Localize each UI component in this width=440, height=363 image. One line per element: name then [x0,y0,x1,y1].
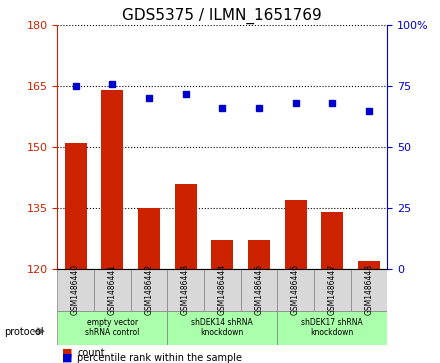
Text: GSM1486446: GSM1486446 [291,264,300,315]
Title: GDS5375 / ILMN_1651769: GDS5375 / ILMN_1651769 [122,8,322,24]
Text: GSM1486447: GSM1486447 [328,264,337,315]
Text: GSM1486442: GSM1486442 [144,264,154,315]
Text: GSM1486443: GSM1486443 [181,264,190,315]
Bar [138,208,160,269]
FancyBboxPatch shape [94,269,131,311]
Text: ■: ■ [62,347,72,358]
Text: GSM1486444: GSM1486444 [218,264,227,315]
Text: GSM1486445: GSM1486445 [254,264,264,315]
FancyBboxPatch shape [241,269,277,311]
Text: empty vector
shRNA control: empty vector shRNA control [85,318,139,338]
Bar [65,143,87,269]
Bar [101,90,123,269]
FancyBboxPatch shape [277,311,387,345]
Text: ■: ■ [62,353,72,363]
FancyBboxPatch shape [167,311,277,345]
Bar [175,184,197,269]
Bar [358,261,380,269]
Bar [321,212,343,269]
FancyBboxPatch shape [204,269,241,311]
Text: GSM1486440: GSM1486440 [71,264,80,315]
FancyBboxPatch shape [131,269,167,311]
FancyBboxPatch shape [277,269,314,311]
FancyBboxPatch shape [314,269,351,311]
FancyBboxPatch shape [167,269,204,311]
FancyBboxPatch shape [57,269,94,311]
Bar [248,240,270,269]
Text: shDEK17 shRNA
knockdown: shDEK17 shRNA knockdown [301,318,363,338]
Bar [285,200,307,269]
Text: protocol: protocol [4,327,44,337]
FancyBboxPatch shape [351,269,387,311]
Text: shDEK14 shRNA
knockdown: shDEK14 shRNA knockdown [191,318,253,338]
Text: count: count [77,347,105,358]
FancyBboxPatch shape [57,311,167,345]
Text: GSM1486441: GSM1486441 [108,264,117,315]
Text: GSM1486448: GSM1486448 [364,264,374,315]
Bar [211,240,233,269]
Text: percentile rank within the sample: percentile rank within the sample [77,353,242,363]
